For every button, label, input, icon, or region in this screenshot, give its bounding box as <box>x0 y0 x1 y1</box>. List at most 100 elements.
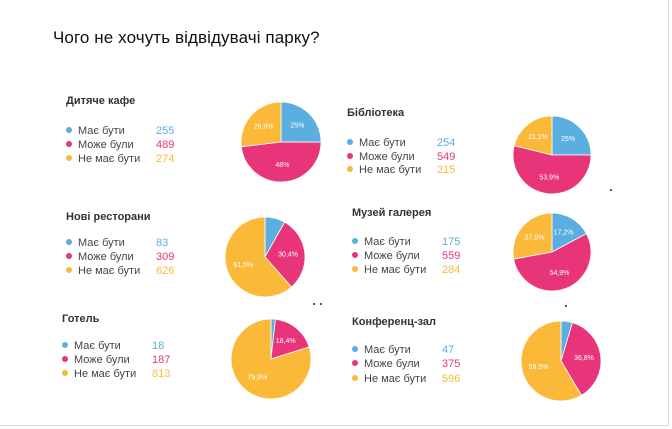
legend-label: Може були <box>78 251 134 263</box>
legend-label: Має бути <box>78 237 125 249</box>
legend-label: Має бути <box>364 344 411 356</box>
pie-slice-ne-mae <box>512 212 553 260</box>
pie-slice-label: 48% <box>275 162 289 169</box>
legend-dot-mozhe <box>352 360 358 367</box>
legend-row-ne-mae: Не має бути 596 <box>352 372 460 386</box>
legend-value: 274 <box>156 153 175 165</box>
legend-value: 626 <box>156 265 175 277</box>
legend-dot-mae <box>352 238 358 245</box>
pie-slice-label: 30,4% <box>278 251 298 258</box>
legend-label: Може були <box>78 139 134 151</box>
legend-dot-ne-mae <box>66 267 72 274</box>
panel-title-konferents-zal: Конференц-зал <box>352 316 437 328</box>
legend-dot-mozhe <box>352 252 358 259</box>
panel-title-hotel: Готель <box>62 313 100 325</box>
legend-label: Не має бути <box>364 264 427 276</box>
panel-title-biblioteka: Бібліотека <box>347 107 405 119</box>
pie-slice-label: 58,5% <box>529 364 549 371</box>
legend-dot-ne-mae <box>347 166 353 173</box>
pie-slice-label: 36,8% <box>574 355 594 362</box>
legend-value: 549 <box>437 151 456 163</box>
legend-dot-mozhe <box>62 356 68 363</box>
stray-mark <box>313 303 315 305</box>
legend-row-mae: Має бути 254 <box>347 136 455 150</box>
legend-dot-mae <box>352 346 358 353</box>
legend-value: 255 <box>156 125 175 137</box>
legend-dot-mozhe <box>347 153 353 160</box>
pie-slice-ne-mae <box>520 320 583 402</box>
pie-slice-mae <box>280 101 322 143</box>
panel-title-novi-restorany: Нові ресторани <box>66 211 151 223</box>
pie-slice-ne-mae <box>240 101 282 148</box>
legend-label: Не має бути <box>78 265 141 277</box>
pie-slice-ne-mae <box>513 115 553 156</box>
stray-mark <box>610 189 612 191</box>
legend-label: Не має бути <box>359 164 422 176</box>
legend-dot-ne-mae <box>352 375 358 382</box>
legend-row-ne-mae: Не має бути 284 <box>352 263 460 277</box>
legend-dot-mae <box>62 342 68 349</box>
legend-label: Не має бути <box>78 153 141 165</box>
legend-value: 215 <box>437 164 456 176</box>
panel-title-muzei-galereia: Музей галерея <box>352 207 432 219</box>
legend-row-ne-mae: Не має бути 215 <box>347 163 455 177</box>
legend-row-mozhe: Може були 309 <box>66 250 174 264</box>
legend-row-ne-mae: Не має бути 626 <box>66 264 174 278</box>
legend-dot-mozhe <box>66 141 72 148</box>
legend-value: 254 <box>437 137 456 149</box>
pie-slice-mozhe <box>512 145 592 195</box>
legend-dot-ne-mae <box>62 370 68 377</box>
pie-slice-label: 25% <box>290 122 304 129</box>
pie-slice-ne-mae <box>224 216 293 298</box>
legend-value: 175 <box>442 236 461 248</box>
legend-row-mozhe: Може були 489 <box>66 138 174 152</box>
legend-label: Має бути <box>78 125 125 137</box>
legend-dot-mozhe <box>66 253 72 260</box>
legend-label: Має бути <box>364 236 411 248</box>
pie-slice-mozhe <box>270 318 310 360</box>
pie-slice-label: 53,9% <box>539 174 559 181</box>
stray-mark <box>565 305 567 307</box>
legend-value: 375 <box>442 358 461 370</box>
legend-value: 187 <box>152 354 171 366</box>
legend-label: Може були <box>74 354 130 366</box>
legend-label: Не має бути <box>364 373 427 385</box>
legend-dot-ne-mae <box>352 266 358 273</box>
pie-slice-mae <box>551 212 587 253</box>
legend-value: 284 <box>442 264 461 276</box>
pie-slice-mozhe <box>240 141 322 183</box>
stray-mark <box>320 303 322 305</box>
pie-slice-label: 25% <box>561 136 575 143</box>
legend-dot-mae <box>347 139 353 146</box>
legend-row-mozhe: Може були 375 <box>352 357 460 371</box>
pie-slice-label: 54,9% <box>550 270 570 277</box>
legend-row-mozhe: Може були 187 <box>62 353 170 367</box>
legend-value: 489 <box>156 139 175 151</box>
legend-label: Має бути <box>74 340 121 352</box>
legend-row-ne-mae: Не має бути 274 <box>66 152 174 166</box>
legend-value: 18 <box>152 340 165 352</box>
legend-row-mae: Має бути 175 <box>352 235 460 249</box>
legend-label: Може були <box>364 358 420 370</box>
legend-dot-mae <box>66 239 72 246</box>
legend-row-ne-mae: Не має бути 813 <box>62 367 170 381</box>
legend-value: 559 <box>442 250 461 262</box>
legend-row-mae: Має бути 47 <box>352 343 454 357</box>
pie-slice-mozhe <box>513 233 592 292</box>
slide-title: Чого не хочуть відвідувачі парку? <box>53 28 320 47</box>
legend-dot-mae <box>66 127 72 134</box>
pie-slice-label: 21,1% <box>528 134 548 141</box>
legend-value: 813 <box>152 368 171 380</box>
pie-slice-label: 79,9% <box>247 375 267 382</box>
legend-value: 596 <box>442 373 461 385</box>
pie-slice-mae <box>551 115 592 156</box>
pie-slice-ne-mae <box>230 318 312 400</box>
legend-label: Може були <box>364 250 420 262</box>
legend-value: 47 <box>442 344 455 356</box>
legend-label: Може були <box>359 151 415 163</box>
legend-row-mae: Має бути 255 <box>66 124 174 138</box>
pie-slice-label: 18,4% <box>276 338 296 345</box>
